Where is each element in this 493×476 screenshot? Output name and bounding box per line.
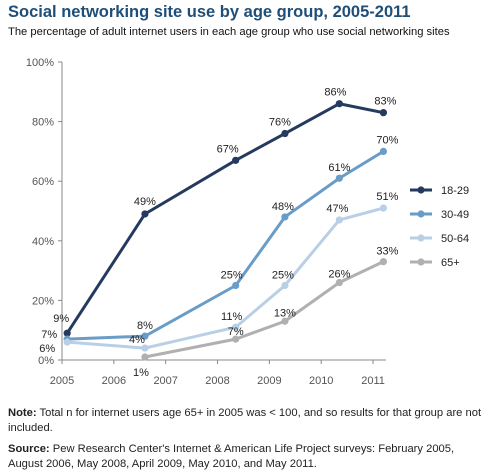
- chart-axes: 0% 20% 40% 60% 80% 100% 2005 2006 2007 2008 2009 20…: [26, 57, 386, 387]
- data-point-30-49: [141, 332, 149, 340]
- data-point-50-64: [379, 204, 388, 212]
- data-point-50-64: [232, 323, 240, 331]
- data-point-65+: [141, 353, 149, 361]
- data-label-18-29: 76%: [269, 117, 291, 129]
- data-point-18-29: [335, 100, 343, 108]
- data-label-30-49: 7%: [41, 329, 57, 341]
- x-tick-label: 2005: [50, 375, 74, 387]
- data-label-50-64: 47%: [326, 203, 348, 215]
- data-label-50-64: 25%: [272, 270, 294, 282]
- data-point-30-49: [232, 281, 240, 290]
- chart-data-labels: 9% 49% 67% 76% 86% 83% 7% 8% 25% 48% 61% 70% 6% 4% 11%…: [39, 87, 398, 379]
- data-label-18-29: 9%: [53, 313, 69, 325]
- source-lead: Source:: [8, 443, 50, 455]
- data-label-65+: 26%: [328, 269, 350, 281]
- legend-swatch-marker: [417, 186, 425, 194]
- series-line-50-64: [67, 206, 384, 350]
- legend-label: 50-64: [441, 233, 469, 245]
- x-tick-label: 2009: [257, 375, 281, 387]
- data-label-65+: 13%: [274, 307, 296, 319]
- y-tick-label: 100%: [26, 57, 54, 69]
- x-tick-label: 2008: [205, 375, 229, 387]
- data-label-30-49: 25%: [221, 270, 243, 282]
- legend-swatch-marker: [417, 258, 425, 266]
- data-point-18-29: [281, 129, 289, 138]
- data-point-30-49: [281, 213, 289, 221]
- x-tick-label: 2011: [361, 375, 385, 387]
- line-chart: 0% 20% 40% 60% 80% 100% 2005 2006 2007 2008 2009 20…: [26, 57, 469, 387]
- data-label-30-49: 48%: [272, 201, 294, 213]
- data-label-65+: 7%: [228, 326, 244, 338]
- data-point-50-64: [281, 281, 289, 290]
- data-point-65+: [281, 317, 289, 325]
- y-tick-label: 40%: [32, 236, 54, 248]
- y-tick-label: 60%: [32, 176, 54, 188]
- source-text: Pew Research Center's Internet & America…: [8, 443, 455, 470]
- legend-label: 30-49: [441, 209, 469, 221]
- chart-legend: 18-29 30-49 50-64 65+: [410, 185, 469, 269]
- legend-label: 65+: [441, 257, 460, 269]
- data-point-18-29: [379, 109, 388, 117]
- data-label-50-64: 4%: [129, 334, 145, 346]
- legend-swatch-marker: [417, 234, 425, 242]
- chart-title: Social networking site use by age group,…: [8, 3, 411, 21]
- data-label-50-64: 6%: [39, 343, 55, 355]
- data-label-18-29: 49%: [134, 196, 156, 208]
- legend-swatch-marker: [417, 210, 425, 218]
- chart-note: Note: Total n for internet users age 65+…: [8, 406, 486, 435]
- data-label-65+: 1%: [133, 367, 149, 379]
- data-point-50-64: [141, 344, 149, 352]
- data-point-50-64: [63, 338, 71, 346]
- data-point-50-64: [335, 216, 343, 224]
- y-tick-label: 80%: [32, 117, 54, 129]
- chart-subtitle: The percentage of adult internet users i…: [8, 26, 450, 38]
- data-label-30-49: 61%: [328, 162, 350, 174]
- data-label-50-64: 51%: [376, 191, 398, 203]
- note-lead: Note:: [8, 407, 37, 419]
- x-tick-label: 2007: [153, 375, 177, 387]
- data-label-30-49: 70%: [376, 134, 398, 146]
- note-text: Total n for internet users age 65+ in 20…: [8, 407, 482, 434]
- series-line-18-29: [65, 102, 384, 334]
- data-point-30-49: [379, 147, 388, 155]
- chart-series-lines: [63, 100, 388, 361]
- data-point-65+: [379, 258, 388, 266]
- y-tick-label: 0%: [38, 355, 54, 367]
- data-point-65+: [232, 335, 240, 343]
- y-tick-label: 20%: [32, 295, 54, 307]
- data-label-50-64: 11%: [221, 311, 242, 323]
- data-label-65+: 33%: [376, 246, 398, 258]
- data-point-18-29: [63, 329, 71, 337]
- data-point-65+: [335, 278, 343, 287]
- legend-label: 18-29: [441, 185, 469, 197]
- data-point-18-29: [141, 210, 149, 218]
- x-tick-label: 2010: [309, 375, 333, 387]
- data-point-18-29: [232, 156, 240, 164]
- data-point-30-49: [335, 174, 343, 182]
- x-tick-label: 2006: [102, 375, 126, 387]
- data-label-30-49: 8%: [137, 320, 153, 332]
- chart-source: Source: Pew Research Center's Internet &…: [8, 442, 486, 471]
- data-label-18-29: 86%: [324, 87, 346, 99]
- series-line-30-49: [67, 150, 385, 341]
- data-label-18-29: 67%: [217, 143, 239, 155]
- data-label-18-29: 83%: [374, 96, 396, 108]
